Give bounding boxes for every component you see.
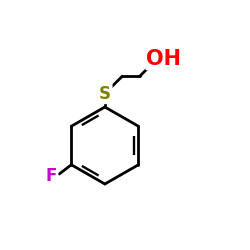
- Text: S: S: [99, 84, 111, 102]
- Text: F: F: [45, 167, 57, 185]
- Text: OH: OH: [146, 49, 182, 69]
